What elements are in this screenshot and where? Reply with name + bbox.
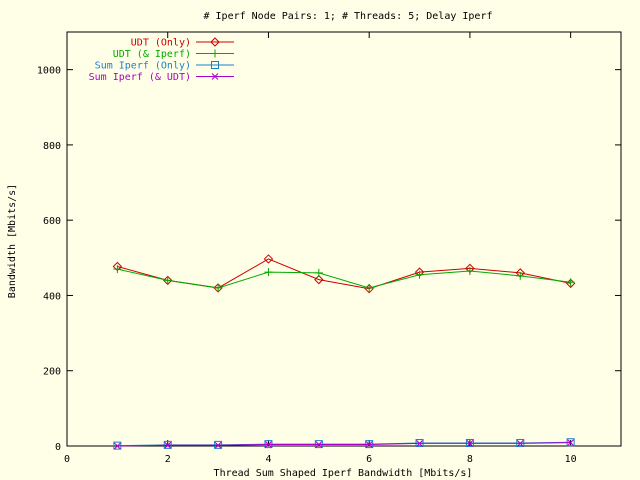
data-point [264,268,273,277]
series-udt-iperf [113,265,575,292]
series-line [117,268,571,289]
data-point [516,271,525,280]
data-point [567,439,574,446]
data-point [466,440,474,447]
legend-label: UDT (Only) [131,38,191,49]
legend-entry: UDT (Only) [131,37,234,49]
data-point [114,442,121,450]
data-point [566,278,575,287]
legend-marker [211,49,219,58]
legend-entry: Sum Iperf (& UDT) [89,72,234,83]
series-sum-iperf-only [113,438,575,450]
x-tick-label: 2 [165,454,171,465]
x-tick-label: 10 [565,454,577,465]
legend-label: Sum Iperf (Only) [95,61,191,72]
data-point [263,254,274,264]
legend-label: UDT (& Iperf) [113,49,191,60]
series-layer [112,254,576,450]
data-point [415,270,424,279]
x-tick-label: 8 [467,454,473,465]
data-point [214,441,222,449]
data-point [214,283,223,292]
data-point [416,440,423,447]
data-point [365,283,374,292]
x-tick-label: 0 [64,454,70,465]
y-tick-label: 200 [43,367,61,378]
data-point [314,274,324,285]
legend-entry: UDT (& Iperf) [113,49,234,60]
series-udt-only [112,254,576,294]
data-point [314,268,323,277]
data-point [113,265,122,274]
y-tick-label: 1000 [37,66,61,77]
y-axis-label: Bandwidth [Mbits/s] [7,184,18,298]
chart-title: # Iperf Node Pairs: 1; # Threads: 5; Del… [204,11,493,22]
x-tick-label: 4 [265,454,271,465]
y-tick-label: 400 [43,291,61,302]
data-point [516,440,524,447]
data-point [265,441,272,448]
series-line [117,442,571,447]
data-point [164,441,172,449]
y-tick-label: 0 [55,442,61,453]
y-tick-label: 600 [43,216,61,227]
data-point [365,441,373,448]
y-tick-label: 800 [43,141,61,152]
legend-label: Sum Iperf (& UDT) [89,72,191,83]
x-tick-label: 6 [366,454,372,465]
legend: UDT (Only)UDT (& Iperf)Sum Iperf (Only)S… [89,37,234,83]
data-point [163,276,172,285]
data-point [465,266,474,275]
x-axis-label: Thread Sum Shaped Iperf Bandwidth [Mbits… [214,468,473,479]
plot-frame [66,31,622,447]
legend-marker [211,73,219,80]
legend-entry: Sum Iperf (Only) [95,61,234,72]
legend-marker [211,61,219,69]
series-sum-iperf-udt [114,439,574,450]
data-point [315,441,323,448]
legend-marker [210,37,220,47]
axis-ticks: 0 200 400 600 800 1000 0 2 4 6 8 10 [37,32,621,465]
